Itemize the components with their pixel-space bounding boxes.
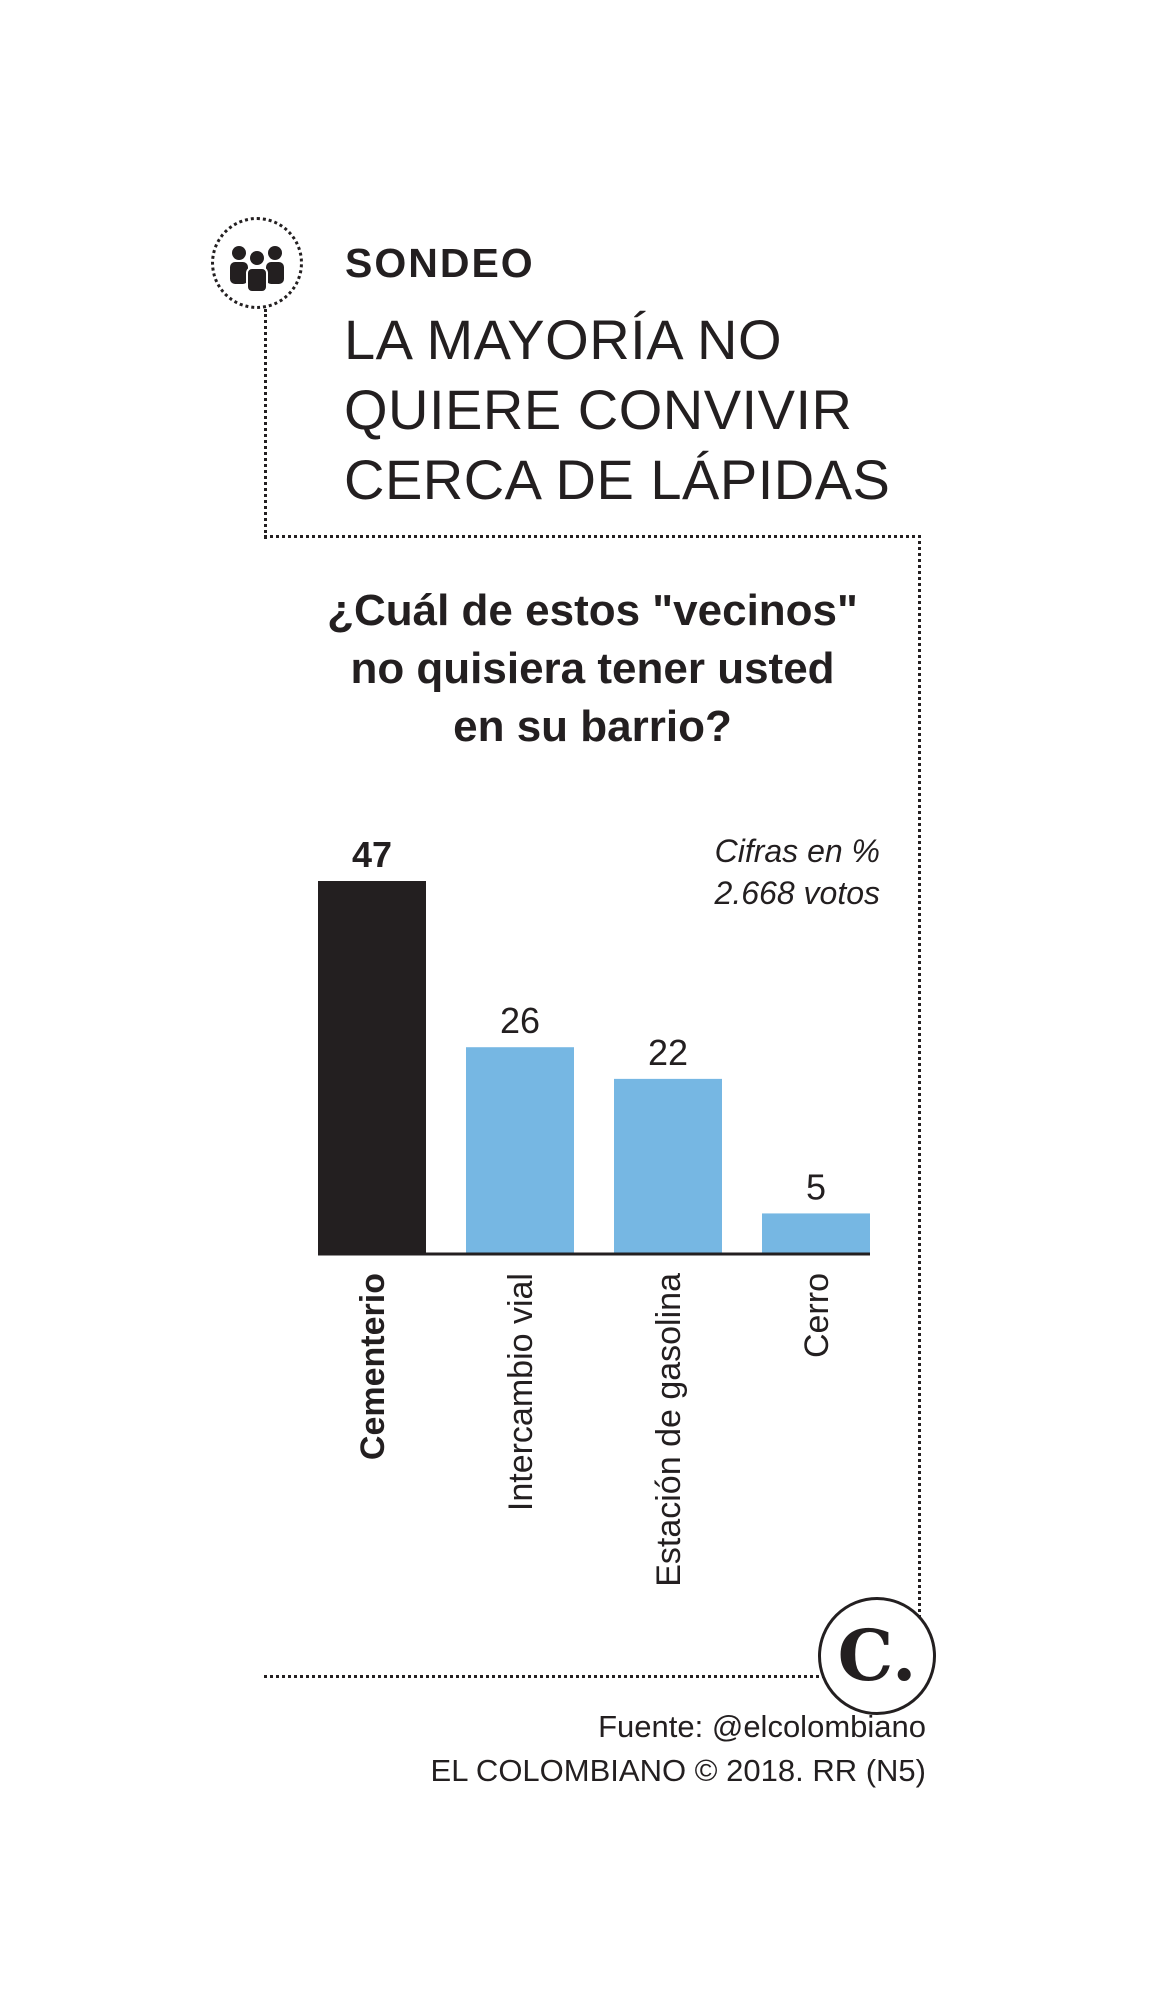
chart-note-votes: 2.668 votos xyxy=(714,875,880,911)
bar-1 xyxy=(466,1047,574,1253)
source-text: Fuente: @elcolombiano xyxy=(598,1709,926,1744)
bar-0 xyxy=(318,881,426,1253)
category-label-2: Estación de gasolina xyxy=(650,1273,688,1587)
category-label-1: Intercambio vial xyxy=(502,1273,540,1511)
bar-chart: 47 Cementerio 26 Intercambio vial 22 Estación… xyxy=(318,834,870,1587)
headline-line-1: LA MAYORÍA NO xyxy=(344,308,783,371)
headline: LA MAYORÍA NO QUIERE CONVIVIR CERCA DE L… xyxy=(344,305,890,515)
chart-note-units: Cifras en % xyxy=(714,833,880,869)
category-label-3: Cerro xyxy=(798,1273,836,1358)
value-label-2: 22 xyxy=(648,1032,688,1073)
el-colombiano-logo: C. xyxy=(818,1597,936,1715)
chart-note: Cifras en % 2.668 votos xyxy=(640,830,880,914)
headline-line-2: QUIERE CONVIVIR xyxy=(344,378,853,441)
category-label-0: Cementerio xyxy=(354,1273,392,1460)
connector-line xyxy=(264,309,267,539)
chart-title-line-1: ¿Cuál de estos "vecinos" xyxy=(327,586,858,635)
headline-line-3: CERCA DE LÁPIDAS xyxy=(344,448,891,511)
section-kicker: SONDEO xyxy=(345,240,535,286)
footer: Fuente: @elcolombiano EL COLOMBIANO © 20… xyxy=(400,1705,926,1793)
value-label-1: 26 xyxy=(500,1000,540,1041)
chart-title: ¿Cuál de estos "vecinos" no quisiera ten… xyxy=(264,582,921,756)
value-label-3: 5 xyxy=(806,1166,826,1207)
bar-3 xyxy=(762,1213,870,1253)
value-label-0: 47 xyxy=(352,834,392,875)
chart-title-line-2: no quisiera tener usted xyxy=(350,644,835,693)
chart-frame xyxy=(264,535,921,1678)
bar-2 xyxy=(614,1078,722,1253)
credit-text: EL COLOMBIANO © 2018. RR (N5) xyxy=(430,1753,926,1788)
people-group-icon xyxy=(211,217,303,309)
chart-title-line-3: en su barrio? xyxy=(453,702,732,751)
